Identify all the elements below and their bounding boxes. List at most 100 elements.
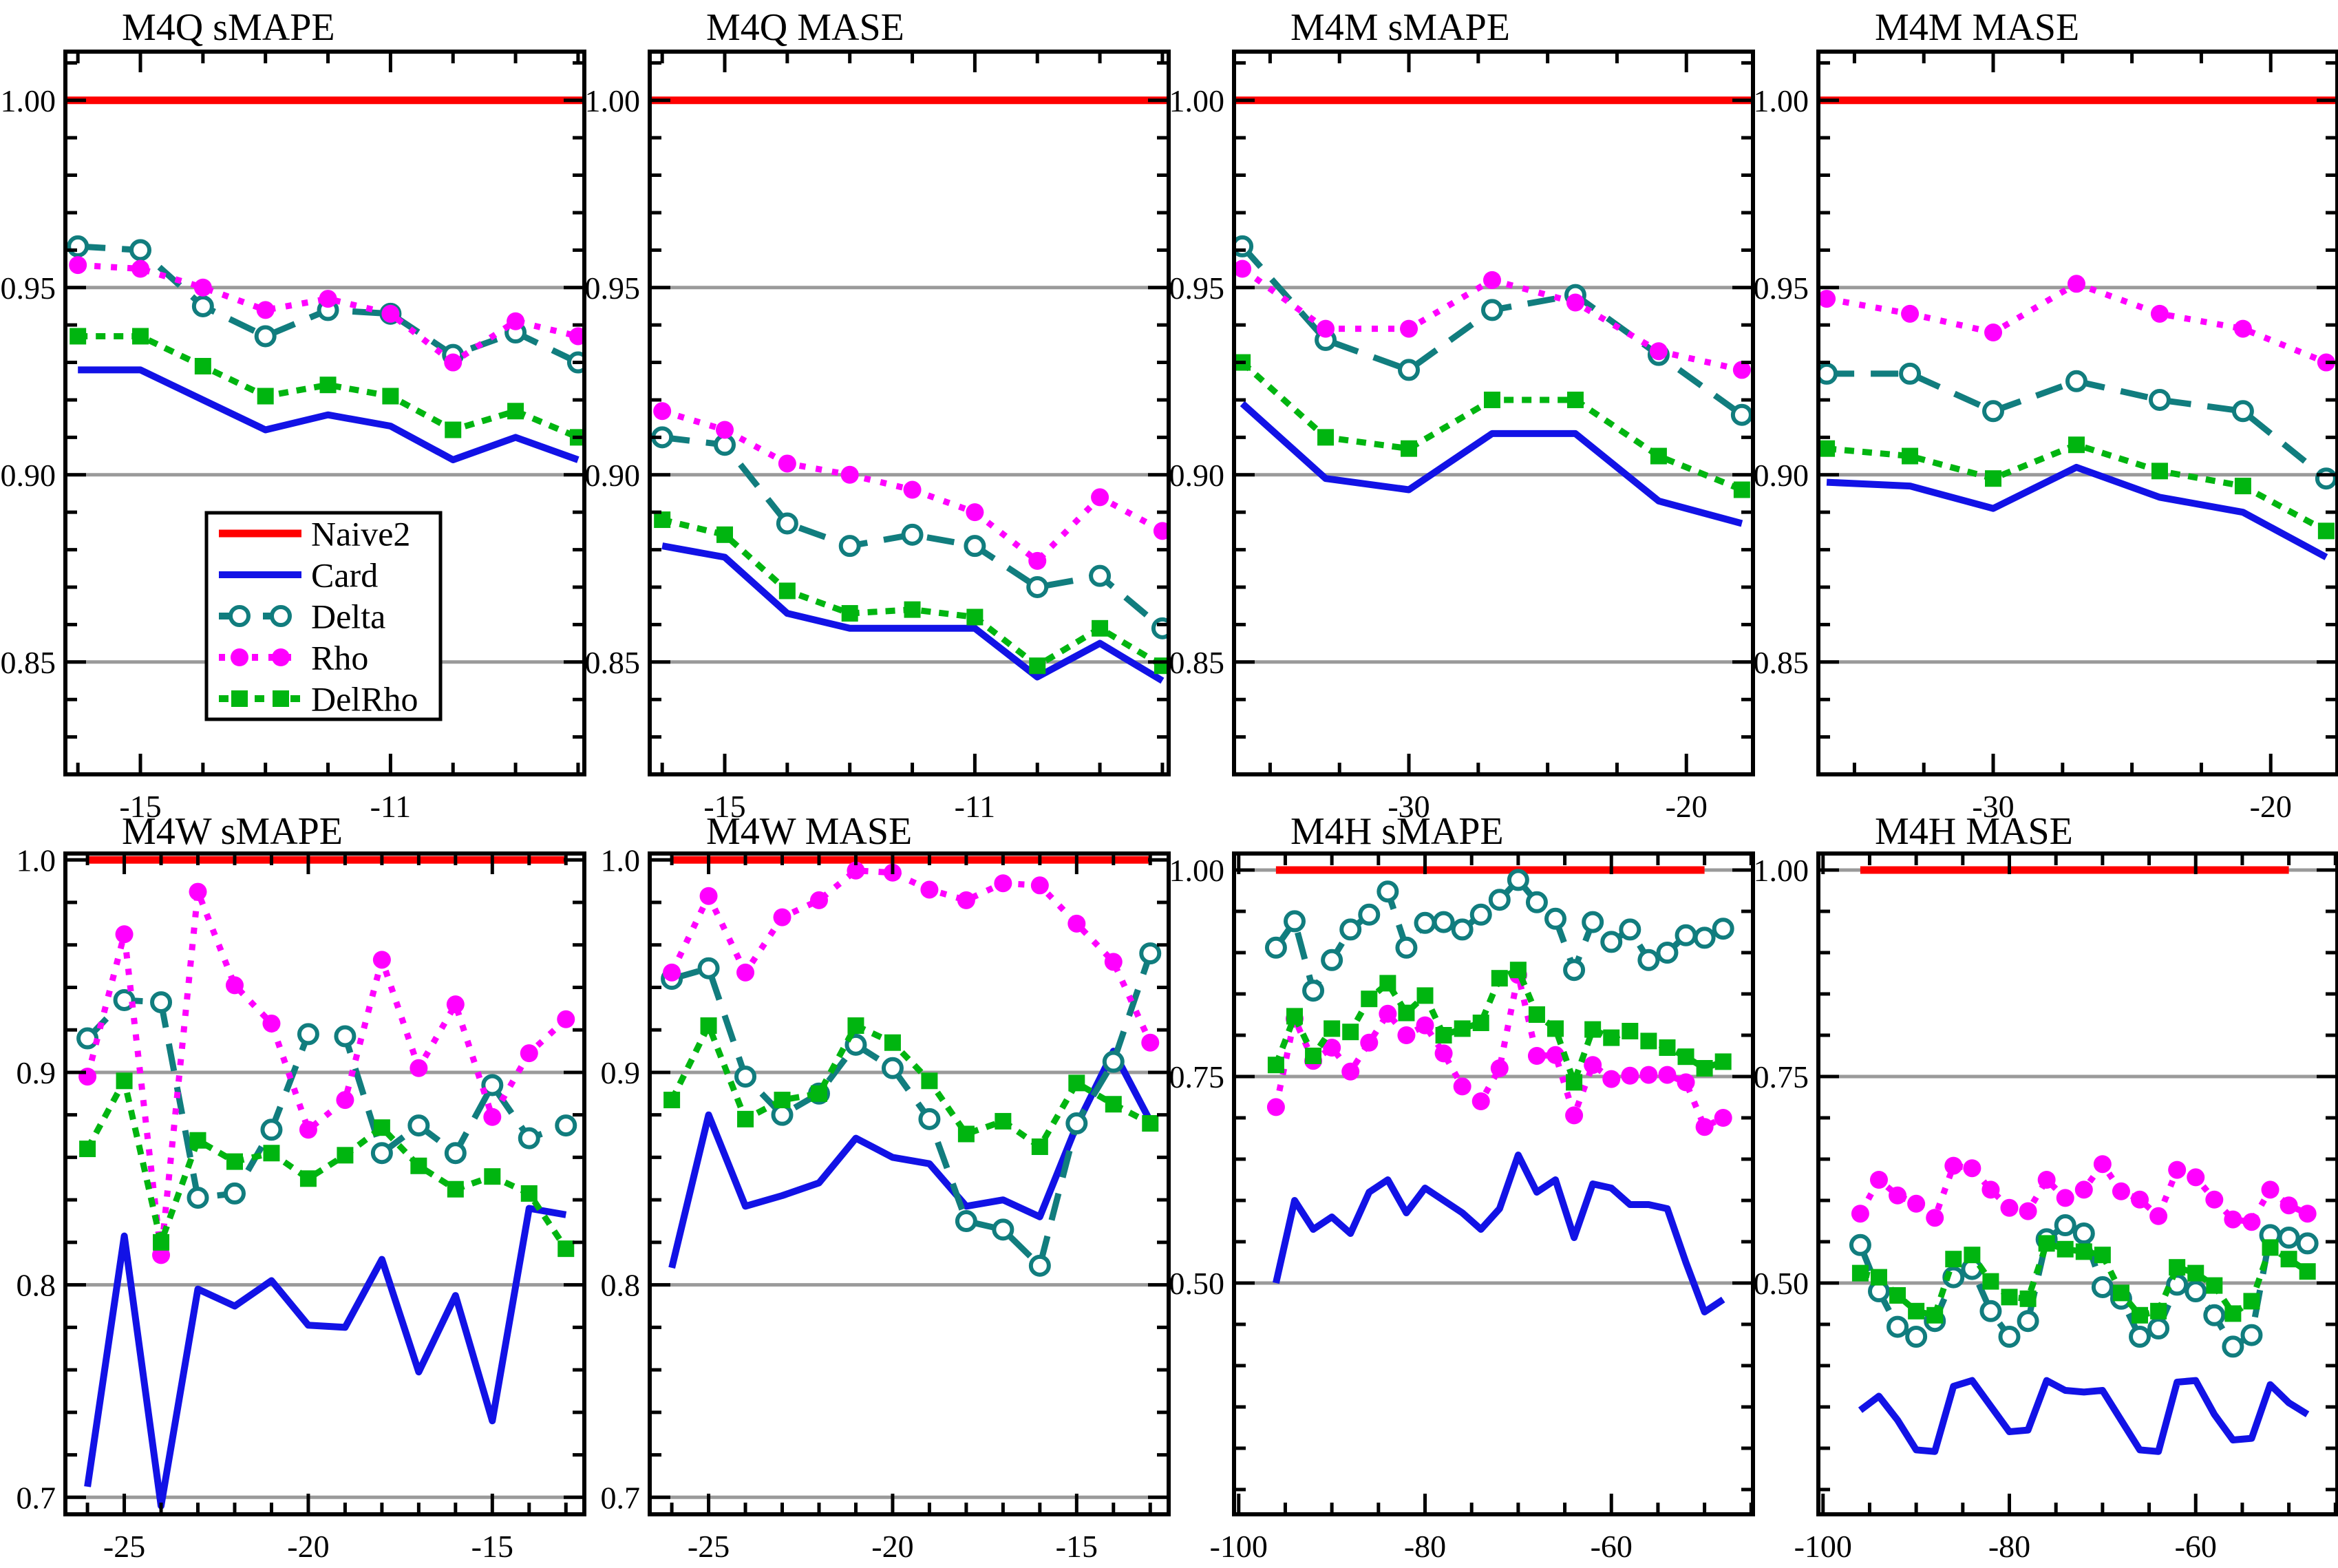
- chart-title: M4Q sMAPE: [122, 6, 335, 49]
- marker-circle-open: [1656, 942, 1679, 964]
- marker-square: [1435, 1027, 1452, 1043]
- marker-square: [1714, 1053, 1732, 1070]
- marker-square: [1142, 1115, 1159, 1132]
- marker-square: [1401, 440, 1418, 457]
- marker-circle-open: [2222, 1335, 2244, 1358]
- series-line-card: [661, 542, 1165, 684]
- marker-circle-open: [1102, 1050, 1125, 1073]
- markers-rho: [663, 861, 1160, 1052]
- marker-circle: [1901, 304, 1920, 323]
- marker-circle-open: [2315, 467, 2337, 490]
- marker-square: [774, 1092, 791, 1109]
- series-line-rho: [84, 889, 568, 1258]
- marker-circle-open: [1849, 1233, 1871, 1256]
- marker-circle: [1416, 1016, 1434, 1035]
- marker-square: [2068, 436, 2085, 454]
- y-tick-label: 0.85: [585, 645, 641, 680]
- marker-circle: [2019, 1202, 2037, 1220]
- marker-square: [484, 1168, 501, 1185]
- marker-square: [382, 388, 399, 405]
- series-group: [65, 96, 584, 463]
- marker-square: [1902, 447, 1919, 465]
- markers-delta: [651, 426, 1169, 639]
- marker-circle: [336, 1091, 354, 1110]
- series-line-rho: [669, 867, 1154, 1044]
- marker-square: [2299, 1263, 2316, 1280]
- marker-circle: [1379, 1004, 1397, 1023]
- marker-square: [1584, 1021, 1602, 1038]
- chart-title: M4M MASE: [1875, 6, 2079, 49]
- marker-circle: [1091, 488, 1109, 507]
- marker-circle: [1818, 290, 1836, 308]
- chart-title: M4W sMAPE: [122, 810, 343, 853]
- marker-circle-open: [955, 1210, 977, 1233]
- marker-circle: [1434, 1044, 1453, 1063]
- marker-circle-open: [1619, 918, 1641, 941]
- marker-square: [70, 328, 87, 345]
- marker-circle: [920, 880, 939, 899]
- marker-square: [2038, 1235, 2055, 1252]
- marker-circle: [2168, 1161, 2187, 1179]
- marker-circle: [1851, 1205, 1869, 1223]
- marker-circle: [1400, 319, 1418, 338]
- markers-delrho: [1818, 436, 2335, 540]
- chart-title: M4W MASE: [706, 810, 912, 853]
- y-tick-label: 0.75: [1754, 1059, 1809, 1094]
- marker-circle: [2298, 1205, 2317, 1223]
- marker-circle: [568, 327, 584, 346]
- legend-label: Rho: [311, 639, 368, 677]
- series-line-delrho: [85, 1077, 569, 1251]
- y-tick-label: 1.0: [601, 843, 641, 878]
- x-tick-label: -60: [1591, 1529, 1633, 1564]
- marker-circle-open: [1488, 889, 1511, 911]
- legend-label: Naive2: [311, 515, 410, 553]
- marker-square: [2187, 1264, 2204, 1282]
- y-tick-label: 0.95: [1754, 271, 1809, 306]
- y-tick-label: 0.85: [1, 645, 56, 680]
- marker-circle: [78, 1068, 97, 1086]
- marker-circle: [957, 891, 975, 909]
- marker-square: [1650, 447, 1667, 465]
- y-tick-label: 0.95: [585, 271, 641, 306]
- marker-square: [1945, 1251, 1962, 1268]
- chart-title: M4Q MASE: [706, 6, 904, 49]
- marker-square: [1324, 1020, 1341, 1037]
- axes-box: [648, 851, 1171, 1516]
- marker-circle-open: [1321, 949, 1343, 971]
- subplot-m4m-mase: 1.00 0.95 0.90 0.85 -30 -20 M4M MASE: [1754, 6, 2338, 824]
- x-tick-label: -20: [2250, 789, 2292, 824]
- marker-circle-open: [2148, 388, 2171, 411]
- marker-circle-open: [1302, 979, 1325, 1002]
- x-tick-label: -20: [1666, 789, 1708, 824]
- marker-circle: [1944, 1156, 1963, 1175]
- marker-circle-open: [992, 1218, 1014, 1241]
- marker-circle-open: [1398, 359, 1421, 381]
- marker-circle-open: [697, 957, 720, 979]
- y-tick-label: 0.85: [1754, 645, 1809, 680]
- marker-circle-open: [776, 512, 798, 535]
- marker-circle: [2150, 304, 2169, 323]
- marker-square: [716, 526, 734, 543]
- marker-square: [1622, 1023, 1639, 1039]
- marker-square: [1677, 1048, 1694, 1066]
- marker-circle: [1030, 876, 1049, 895]
- markers-delta: [1264, 869, 1734, 1002]
- marker-circle: [1602, 1070, 1621, 1088]
- marker-square: [1361, 990, 1378, 1008]
- marker-circle: [847, 861, 865, 880]
- marker-square: [1889, 1287, 1906, 1304]
- axes-box: [63, 50, 586, 776]
- marker-circle-open: [1028, 1254, 1051, 1277]
- marker-square: [231, 690, 248, 707]
- markers-rho: [69, 256, 584, 372]
- marker-circle: [1141, 1033, 1160, 1052]
- x-tick-label: -30: [1972, 789, 2014, 824]
- marker-circle: [1565, 1106, 1584, 1125]
- series-group: [650, 96, 1169, 684]
- marker-circle: [231, 648, 248, 666]
- marker-circle-open: [881, 1057, 904, 1079]
- subplot-m4q-mase: 1.00 0.95 0.90 0.85 -15 -11 M4Q MASE: [585, 6, 1171, 824]
- axes-box: [1232, 50, 1755, 776]
- marker-square: [1031, 1138, 1048, 1155]
- marker-circle: [225, 976, 244, 995]
